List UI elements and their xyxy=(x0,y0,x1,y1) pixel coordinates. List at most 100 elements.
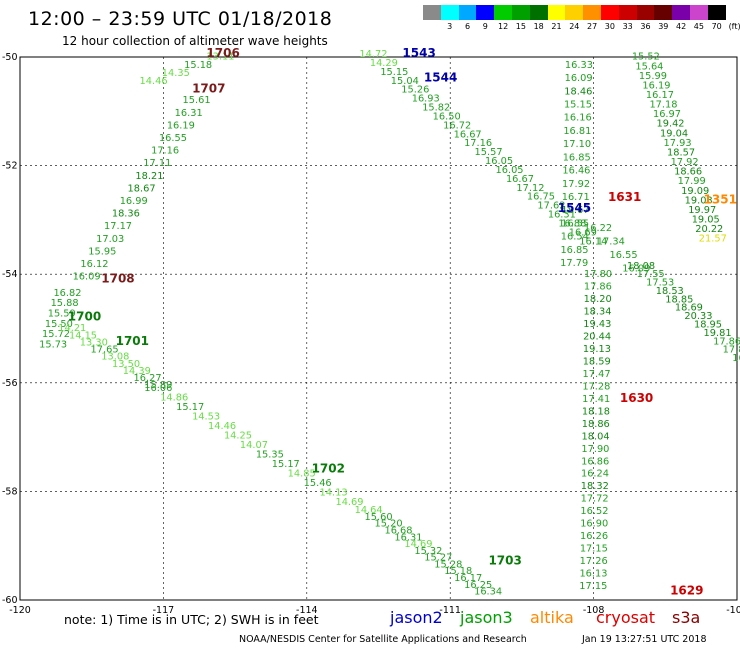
wave-height-label: 17.90 xyxy=(581,444,609,455)
wave-height-label: 17.03 xyxy=(96,234,124,245)
latitude-tick-label: -56 xyxy=(2,378,18,389)
wave-height-label: 16.55 xyxy=(159,133,187,144)
wave-height-label: 13.50 xyxy=(112,359,140,370)
color-legend-swatch xyxy=(547,5,566,20)
color-legend-swatch xyxy=(583,5,601,20)
longitude-tick-label: -108 xyxy=(583,605,605,616)
color-legend-label: 45 xyxy=(693,22,704,31)
wave-height-label: 17.53 xyxy=(646,278,674,289)
wave-height-label: 14.85 xyxy=(288,468,316,479)
longitude-tick-label: -114 xyxy=(296,605,318,616)
wave-height-label: 16.99 xyxy=(120,196,148,207)
wave-height-label: 15.82 xyxy=(422,103,450,114)
wave-height-label: 18.95 xyxy=(694,320,722,331)
wave-height-label: 14.53 xyxy=(192,411,220,422)
color-legend-swatch xyxy=(440,5,459,20)
wave-height-label: 16.67 xyxy=(506,174,534,185)
wave-height-label: 17.65 xyxy=(91,345,119,356)
wave-height-label: 15.73 xyxy=(39,340,67,351)
wave-height-label: 20.33 xyxy=(684,311,712,322)
wave-height-label: 16.31 xyxy=(548,210,576,221)
wave-height-label: 16.88 xyxy=(558,218,586,229)
wave-height-label: 17.99 xyxy=(678,176,706,187)
wave-height-label: 17.93 xyxy=(664,138,692,149)
wave-height-label: 18.32 xyxy=(581,481,609,492)
wave-height-label: 16.14 xyxy=(579,236,607,247)
pass-label: 1708 xyxy=(101,271,134,285)
wave-height-label: 16.69 xyxy=(569,227,597,238)
color-legend-label: 36 xyxy=(640,22,651,31)
longitude-tick-label: -120 xyxy=(9,605,31,616)
wave-height-label: 16.25 xyxy=(464,580,492,591)
wave-height-label: 18.18 xyxy=(582,406,610,417)
wave-height-label: 19.97 xyxy=(688,205,716,216)
wave-height-label: 14.35 xyxy=(162,68,190,79)
wave-height-label: 15.88 xyxy=(51,298,79,309)
color-legend-swatch xyxy=(690,5,708,20)
wave-height-label: 18.08 xyxy=(627,261,655,272)
pass-label: 1630 xyxy=(620,391,653,405)
footer-note: note: 1) Time is in UTC; 2) SWH is in fe… xyxy=(64,612,319,627)
pass-label: 1351 xyxy=(704,193,737,207)
wave-height-label: 14.15 xyxy=(69,330,97,341)
color-legend-swatch xyxy=(618,5,637,20)
wave-height-label: 15.61 xyxy=(183,95,211,106)
color-legend-label: 15 xyxy=(515,22,526,31)
wave-height-label: 17.92 xyxy=(562,179,590,190)
color-legend-label: 39 xyxy=(658,22,669,31)
wave-height-label: 15.52 xyxy=(632,52,660,63)
wave-height-tracks: 13.1115.1814.3514.4615.6116.3116.1916.55… xyxy=(39,49,740,598)
color-legend-label: 30 xyxy=(604,22,615,31)
color-legend-swatch xyxy=(458,5,477,20)
wave-height-label: 15.18 xyxy=(184,60,212,71)
wave-height-label: 17.12 xyxy=(516,183,544,194)
wave-height-label: 16.90 xyxy=(580,519,608,530)
generated-timestamp: Jan 19 13:27:51 UTC 2018 xyxy=(582,634,707,645)
longitude-tick-label: -111 xyxy=(439,605,461,616)
wave-height-label: 19.43 xyxy=(583,319,611,330)
pass-label: 1631 xyxy=(608,190,641,204)
wave-height-label: 16 xyxy=(732,353,740,364)
wave-height-label: 18.34 xyxy=(583,306,611,317)
satellite-altika: altika xyxy=(530,608,574,627)
wave-height-label: 15.27 xyxy=(424,553,452,564)
latitude-tick-label: -50 xyxy=(2,52,18,63)
color-legend-label: 70 xyxy=(711,22,722,31)
wave-height-label: 16.52 xyxy=(580,506,608,517)
color-legend-swatch xyxy=(423,5,441,20)
color-legend-swatch xyxy=(565,5,584,20)
color-legend-swatch xyxy=(601,5,619,20)
wave-height-label: 19.42 xyxy=(656,119,684,130)
credit-line: NOAA/NESDIS Center for Satellite Applica… xyxy=(239,634,527,645)
wave-height-label: 17.55 xyxy=(637,269,665,280)
wave-height-label: 16.12 xyxy=(80,259,108,270)
wave-height-label: 16.24 xyxy=(581,469,609,480)
wave-height-label: 17.72 xyxy=(581,494,609,505)
color-legend-swatch xyxy=(476,5,495,20)
wave-height-label: 19.13 xyxy=(583,344,611,355)
color-legend-swatch xyxy=(654,5,673,20)
wave-height-label: 18.46 xyxy=(564,86,592,97)
color-legend-label: 3 xyxy=(447,22,453,31)
pass-label: 1706 xyxy=(206,46,239,60)
wave-height-label: 15.89 xyxy=(144,380,172,391)
wave-height-label: 15.20 xyxy=(375,519,403,530)
wave-height-label: 16.09 xyxy=(622,263,650,274)
wave-height-label: 16.68 xyxy=(384,525,412,536)
wave-height-label: 16.17 xyxy=(646,90,674,101)
wave-height-label: 18.53 xyxy=(656,286,684,297)
satellite-jason3: jason3 xyxy=(460,608,513,627)
wave-height-label: 16.71 xyxy=(562,192,590,203)
wave-height-label: 17.11 xyxy=(143,158,171,169)
wave-height-label: 19.05 xyxy=(692,214,720,225)
wave-height-label: 14.69 xyxy=(404,539,432,550)
wave-height-label: 15.64 xyxy=(635,61,663,72)
color-legend-swatch xyxy=(529,5,548,20)
wave-height-label: 16.50 xyxy=(433,111,461,122)
wave-height-label: 14.07 xyxy=(240,440,268,451)
wave-height-label: 14.29 xyxy=(370,58,398,69)
wave-height-label: 16.26 xyxy=(580,531,608,542)
wave-height-label: 18.36 xyxy=(112,209,140,220)
satellite-jason2: jason2 xyxy=(390,608,443,627)
wave-height-label: 18.66 xyxy=(674,167,702,178)
